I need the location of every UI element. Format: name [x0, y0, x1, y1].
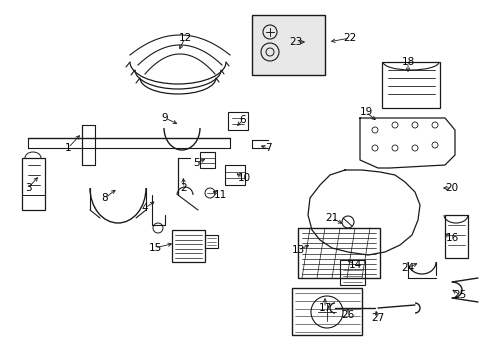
Text: 12: 12 — [178, 33, 191, 43]
Text: 15: 15 — [148, 243, 162, 253]
Text: 17: 17 — [318, 303, 331, 313]
Text: 10: 10 — [237, 173, 250, 183]
Text: 4: 4 — [142, 203, 148, 213]
Text: 7: 7 — [264, 143, 271, 153]
Text: 21: 21 — [325, 213, 338, 223]
Text: 27: 27 — [370, 313, 384, 323]
Text: 24: 24 — [401, 263, 414, 273]
Text: 16: 16 — [445, 233, 458, 243]
Text: 22: 22 — [343, 33, 356, 43]
Text: 14: 14 — [347, 260, 361, 270]
Text: 19: 19 — [359, 107, 372, 117]
Text: 6: 6 — [239, 115, 246, 125]
Text: 1: 1 — [64, 143, 71, 153]
Text: 11: 11 — [213, 190, 226, 200]
Text: 20: 20 — [445, 183, 458, 193]
Bar — [251, 15, 325, 75]
Text: 13: 13 — [291, 245, 304, 255]
Text: 23: 23 — [289, 37, 302, 47]
Text: 3: 3 — [24, 183, 31, 193]
Text: 25: 25 — [452, 290, 466, 300]
Text: 5: 5 — [192, 158, 199, 168]
Text: 26: 26 — [341, 310, 354, 320]
Text: 9: 9 — [162, 113, 168, 123]
Text: 8: 8 — [102, 193, 108, 203]
Text: 18: 18 — [401, 57, 414, 67]
Text: 2: 2 — [181, 183, 187, 193]
